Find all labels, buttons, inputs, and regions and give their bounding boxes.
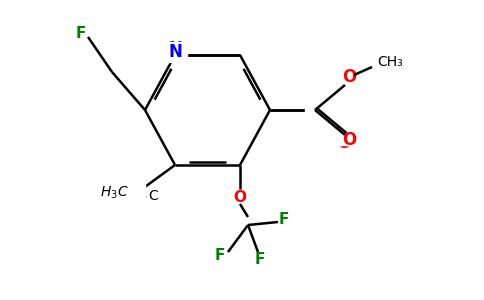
Bar bbox=[305, 45, 484, 145]
Text: O: O bbox=[342, 68, 356, 86]
Bar bbox=[163, 42, 187, 62]
Text: CH₃: CH₃ bbox=[386, 58, 412, 72]
Text: $H_3C$: $H_3C$ bbox=[100, 192, 129, 208]
Text: F: F bbox=[215, 248, 225, 263]
Text: $H_3C$: $H_3C$ bbox=[100, 185, 129, 201]
Text: H: H bbox=[126, 189, 136, 203]
Bar bbox=[60, 181, 145, 205]
Text: N: N bbox=[168, 43, 182, 61]
Text: N: N bbox=[168, 40, 182, 58]
Text: CH₃: CH₃ bbox=[377, 55, 403, 69]
Text: C: C bbox=[148, 189, 158, 203]
Text: H: H bbox=[120, 190, 130, 204]
Text: F: F bbox=[255, 253, 265, 268]
Text: O: O bbox=[337, 68, 350, 83]
Text: F: F bbox=[279, 212, 289, 227]
Text: 3: 3 bbox=[140, 191, 146, 201]
Text: F: F bbox=[76, 26, 86, 40]
Text: O: O bbox=[337, 136, 350, 151]
Text: O: O bbox=[342, 131, 356, 149]
Text: O: O bbox=[233, 190, 246, 205]
